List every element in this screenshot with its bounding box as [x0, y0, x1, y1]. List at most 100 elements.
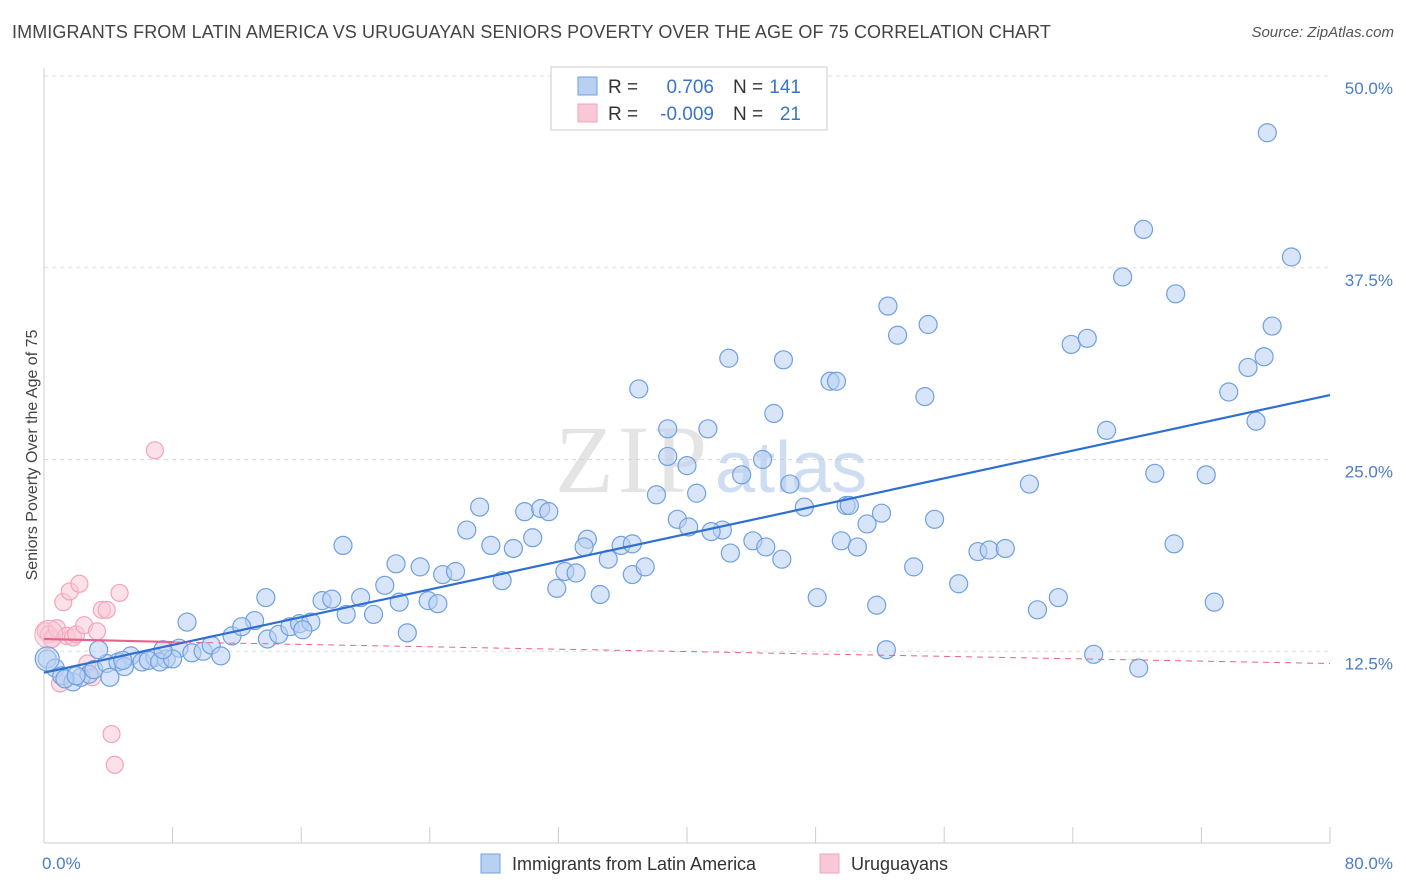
immigrants-point [457, 520, 477, 540]
immigrants-point [687, 483, 707, 503]
immigrants-point [1262, 316, 1282, 336]
immigrants-point [995, 538, 1015, 559]
immigrants-trend-line [43, 393, 1331, 674]
immigrants-point [780, 474, 800, 494]
legend-n-value-blue: 141 [769, 77, 801, 98]
uruguayans-point [102, 724, 121, 744]
immigrants-point [590, 584, 610, 605]
y-axis-label: Seniors Poverty Over the Age of 75 [24, 330, 41, 581]
immigrants-point [503, 538, 523, 559]
immigrants-point [839, 495, 859, 516]
immigrants-point [574, 537, 594, 557]
uruguayans-points [34, 441, 165, 774]
immigrants-point [410, 557, 430, 577]
chart-title: IMMIGRANTS FROM LATIN AMERICA VS URUGUAY… [12, 22, 1052, 42]
immigrants-point [773, 350, 794, 370]
uruguayans-point [87, 622, 107, 641]
y-tick-label-2: 37.5% [1345, 271, 1393, 290]
immigrants-point [1166, 284, 1186, 304]
immigrants-point [523, 528, 543, 548]
immigrants-point [1238, 357, 1258, 378]
immigrants-point [375, 575, 395, 595]
immigrants-point [177, 612, 197, 632]
immigrants-point [949, 574, 969, 594]
immigrants-point [336, 604, 356, 625]
immigrants-point [1061, 334, 1081, 355]
immigrants-point [924, 509, 945, 529]
bottom-legend-swatch-blue [480, 853, 501, 874]
trend-lines [43, 393, 1331, 674]
immigrants-point [1219, 382, 1239, 402]
immigrants-point [492, 571, 512, 591]
y-tick-label-1: 25.0% [1345, 463, 1393, 482]
legend-swatch-blue [577, 76, 598, 96]
immigrants-point [89, 640, 109, 660]
immigrants-point [871, 503, 892, 523]
immigrants-point [539, 502, 559, 522]
immigrants-point [720, 543, 741, 563]
immigrants-point [826, 371, 847, 391]
legend-n-value-pink: 21 [780, 104, 801, 125]
immigrants-point [1027, 600, 1048, 620]
legend-n-label-pink: N = [733, 104, 763, 125]
immigrants-point [876, 640, 896, 660]
immigrants-point [351, 587, 371, 608]
immigrants-point [428, 594, 448, 614]
bottom-legend-label-immigrants: Immigrants from Latin America [512, 854, 757, 874]
immigrants-point [1133, 219, 1154, 239]
immigrants-point [772, 549, 792, 569]
immigrants-point [547, 578, 567, 598]
immigrants-point [322, 589, 342, 609]
immigrants-point [918, 314, 938, 335]
immigrants-point [1257, 123, 1277, 143]
immigrants-point [481, 535, 501, 556]
immigrants-point [1019, 474, 1039, 494]
immigrants-point [153, 640, 173, 660]
immigrants-point [847, 537, 867, 557]
immigrants-point [100, 667, 120, 687]
legend-r-value-pink: -0.009 [660, 104, 714, 125]
immigrants-point [646, 485, 667, 505]
immigrants-point [698, 419, 718, 439]
x-tick-label-max: 80.0% [1345, 854, 1393, 873]
y-tick-labels: 12.5% 25.0% 37.5% 50.0% [1345, 79, 1393, 673]
legend-swatch-pink [577, 103, 598, 123]
grid-lines [44, 75, 1330, 652]
immigrants-point [857, 514, 877, 534]
uruguayans-trend-line-solid [43, 637, 175, 644]
immigrants-point [732, 465, 752, 485]
immigrants-point [878, 296, 898, 316]
immigrants-point [831, 531, 851, 551]
uruguayans-point [110, 583, 129, 603]
immigrants-point [566, 563, 586, 583]
immigrants-point [677, 456, 697, 476]
immigrants-point [1254, 347, 1274, 367]
immigrants-point [701, 521, 721, 542]
immigrants-point [1281, 247, 1302, 267]
immigrants-point [470, 497, 490, 517]
uruguayans-point [105, 755, 124, 774]
series-legend: Immigrants from Latin America Uruguayans [480, 853, 948, 874]
immigrants-point [764, 403, 784, 424]
x-tick-labels: 0.0% 80.0% [42, 854, 1393, 873]
immigrants-point [915, 387, 935, 407]
immigrants-point [867, 595, 887, 615]
immigrants-point [904, 557, 924, 577]
immigrants-point [515, 502, 535, 522]
immigrants-point [445, 561, 466, 582]
immigrants-point [363, 604, 384, 625]
immigrants-point [256, 587, 276, 608]
immigrants-point [719, 348, 739, 368]
uruguayans-point [145, 441, 165, 460]
uruguayans-point [70, 574, 89, 593]
axes [43, 68, 1331, 844]
legend-r-label-blue: R = [608, 77, 638, 98]
uruguayans-point [97, 600, 116, 619]
immigrants-point [1164, 534, 1184, 554]
immigrants-point [333, 535, 353, 556]
y-tick-label-3: 50.0% [1345, 79, 1393, 98]
immigrants-point [293, 620, 313, 640]
uruguayans-trend-line-dashed [174, 641, 1331, 665]
immigrants-point [66, 666, 86, 686]
